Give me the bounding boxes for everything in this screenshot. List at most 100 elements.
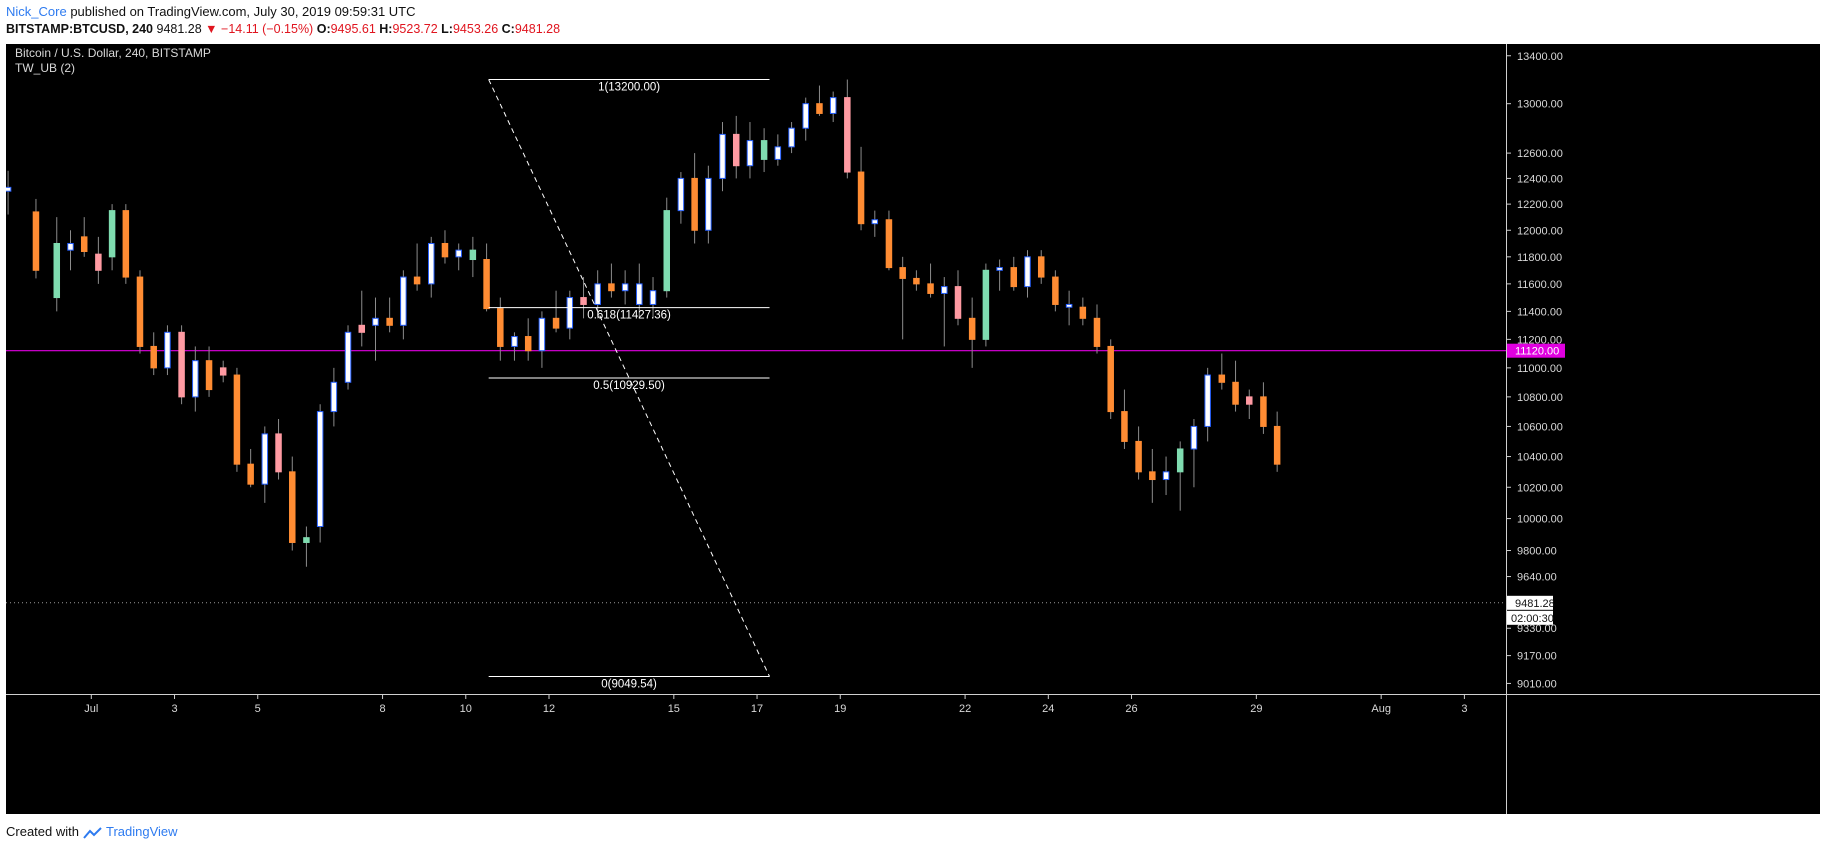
candle-body[interactable] xyxy=(1037,256,1045,278)
candle-body[interactable] xyxy=(524,336,532,352)
candle-body[interactable] xyxy=(511,336,518,347)
candle-body[interactable] xyxy=(261,433,269,485)
candle-body[interactable] xyxy=(358,324,366,333)
candle-body[interactable] xyxy=(344,331,352,383)
candle-body[interactable] xyxy=(108,210,116,258)
candle-body[interactable] xyxy=(6,186,12,192)
candle-body[interactable] xyxy=(857,171,865,225)
candle-body[interactable] xyxy=(760,140,768,160)
candle-body[interactable] xyxy=(1079,306,1087,319)
candle-body[interactable] xyxy=(233,374,241,465)
candle-body[interactable] xyxy=(441,242,449,258)
candle-body[interactable] xyxy=(913,277,920,285)
candle-body[interactable] xyxy=(941,286,948,294)
candle-body[interactable] xyxy=(483,259,490,310)
candle-body[interactable] xyxy=(1246,396,1253,405)
candle-body[interactable] xyxy=(275,433,282,473)
candle-body[interactable] xyxy=(1010,267,1018,288)
candle-body[interactable] xyxy=(386,317,393,326)
candle-body[interactable] xyxy=(164,331,171,369)
candle-body[interactable] xyxy=(247,463,254,485)
candle-body[interactable] xyxy=(136,276,144,347)
candle-body[interactable] xyxy=(289,471,296,543)
candle-body[interactable] xyxy=(1093,317,1101,347)
candle-body[interactable] xyxy=(1162,471,1170,481)
candle-body[interactable] xyxy=(469,249,477,261)
candle-body[interactable] xyxy=(80,236,88,252)
candle-body[interactable] xyxy=(1218,374,1226,383)
candle-body[interactable] xyxy=(968,317,976,340)
candle-body[interactable] xyxy=(746,140,754,167)
candle-body[interactable] xyxy=(1149,471,1156,481)
candle-body[interactable] xyxy=(982,269,990,340)
candle-body[interactable] xyxy=(552,317,560,329)
candle-body[interactable] xyxy=(885,219,893,269)
candle-body[interactable] xyxy=(205,360,213,391)
candle-body[interactable] xyxy=(95,253,102,271)
candle-body[interactable] xyxy=(844,97,851,173)
candle-body[interactable] xyxy=(691,177,698,231)
candle-body[interactable] xyxy=(1260,396,1267,427)
candle-body[interactable] xyxy=(649,290,657,305)
candle-body[interactable] xyxy=(1024,256,1031,288)
candle-body[interactable] xyxy=(1135,440,1142,473)
symbol-name: BITSTAMP:BTCUSD, 240 xyxy=(6,22,154,36)
candle-body[interactable] xyxy=(219,367,227,376)
tradingview-link[interactable]: TradingView xyxy=(106,824,178,839)
candle-body[interactable] xyxy=(663,210,670,292)
candle-body[interactable] xyxy=(1273,425,1281,465)
indicator-legend[interactable]: TW_UB (2) xyxy=(15,61,75,75)
candle-body[interactable] xyxy=(899,267,906,279)
candle-body[interactable] xyxy=(32,211,40,271)
candle-body[interactable] xyxy=(927,283,934,294)
candle-body[interactable] xyxy=(303,537,310,543)
author-link[interactable]: Nick_Core xyxy=(6,4,67,19)
candle-body[interactable] xyxy=(636,283,643,305)
candle-body[interactable] xyxy=(608,283,615,292)
candle-body[interactable] xyxy=(871,219,879,225)
candle-body[interactable] xyxy=(705,177,712,231)
candle-body[interactable] xyxy=(677,177,685,212)
candle-body[interactable] xyxy=(1190,425,1198,450)
candle-body[interactable] xyxy=(330,381,338,413)
candle-body[interactable] xyxy=(566,297,574,329)
candle-body[interactable] xyxy=(1232,381,1239,405)
candle-body[interactable] xyxy=(400,276,407,326)
high-label: H: xyxy=(379,22,393,36)
candle-body[interactable] xyxy=(719,133,726,179)
candle-body[interactable] xyxy=(497,308,504,347)
y-tick-label: 9010.00 xyxy=(1517,678,1557,690)
candle-body[interactable] xyxy=(829,97,837,114)
candle-body[interactable] xyxy=(538,317,546,352)
candlestick-chart[interactable]: 13400.00 13000.00 12600.00 12400.00 12200.00… xyxy=(6,44,1820,814)
candle-body[interactable] xyxy=(67,242,74,251)
candle-body[interactable] xyxy=(1107,345,1114,413)
chart-area[interactable]: 13400.00 13000.00 12600.00 12400.00 12200.00… xyxy=(6,44,1820,814)
candle-body[interactable] xyxy=(996,267,1003,271)
candle-body[interactable] xyxy=(455,249,462,258)
candle-body[interactable] xyxy=(954,286,962,319)
candle-body[interactable] xyxy=(413,276,421,285)
candle-body[interactable] xyxy=(1176,448,1184,473)
candle-body[interactable] xyxy=(178,331,185,398)
candle-body[interactable] xyxy=(802,103,809,129)
candle-body[interactable] xyxy=(316,411,324,528)
candle-body[interactable] xyxy=(150,345,157,369)
candle-body[interactable] xyxy=(1052,276,1059,305)
candle-body[interactable] xyxy=(580,297,587,305)
candle-body[interactable] xyxy=(816,103,823,114)
candle-body[interactable] xyxy=(732,133,740,167)
candle-body[interactable] xyxy=(1121,411,1128,442)
candle-body[interactable] xyxy=(594,283,601,305)
candle-body[interactable] xyxy=(427,242,435,285)
candle-body[interactable] xyxy=(192,360,199,398)
candle-body[interactable] xyxy=(53,242,61,299)
candle-body[interactable] xyxy=(774,146,782,160)
candle-body[interactable] xyxy=(122,210,130,278)
candle-body[interactable] xyxy=(372,317,379,326)
candle-body[interactable] xyxy=(788,127,795,148)
fib-trend-line[interactable] xyxy=(488,79,770,677)
candle-body[interactable] xyxy=(1204,374,1211,427)
candle-body[interactable] xyxy=(621,283,629,292)
candle-body[interactable] xyxy=(1065,303,1073,308)
